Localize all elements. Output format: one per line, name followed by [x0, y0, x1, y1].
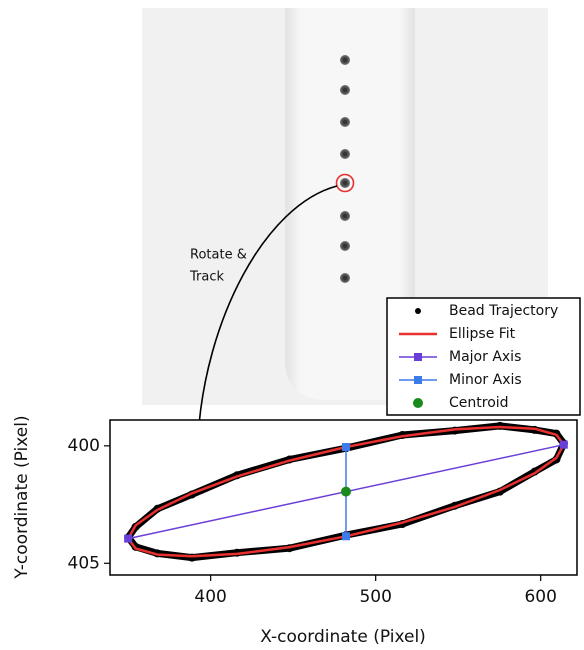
x-tick-label: 500 — [359, 587, 391, 607]
legend-label: Minor Axis — [449, 372, 522, 388]
beads — [335, 55, 355, 283]
track-arrow — [190, 185, 338, 446]
annotation: Track — [189, 270, 224, 285]
legend-label: Ellipse Fit — [449, 326, 516, 342]
legend: Bead Trajectory Ellipse Fit Major Axis Mino… — [386, 297, 581, 416]
x-tick-label: 400 — [194, 587, 226, 607]
annotation: Rotate & — [190, 248, 247, 263]
legend-marker — [414, 353, 422, 361]
y-tick-label: 405 — [68, 553, 100, 573]
axis-endpoint — [559, 440, 568, 449]
legend-label: Bead Trajectory — [449, 303, 558, 319]
microscope-image: Rotate & Track — [142, 8, 548, 446]
axis-endpoint — [341, 532, 350, 541]
channel — [285, 8, 415, 400]
axis-endpoint — [124, 534, 133, 543]
trajectory-point — [552, 455, 561, 464]
legend-label: Centroid — [449, 395, 509, 411]
axis-endpoint — [341, 443, 350, 452]
x-axis-label: X-coordinate (Pixel) — [260, 627, 426, 647]
centroid — [340, 486, 351, 497]
legend-marker — [414, 376, 422, 384]
plot-frame — [109, 419, 578, 576]
legend-label: Major Axis — [449, 349, 521, 365]
legend-marker — [415, 308, 421, 314]
x-tick-label: 600 — [524, 587, 556, 607]
y-tick-label: 400 — [68, 436, 100, 456]
legend-marker — [413, 398, 423, 408]
y-axis-label: Y-coordinate (Pixel) — [12, 415, 32, 579]
